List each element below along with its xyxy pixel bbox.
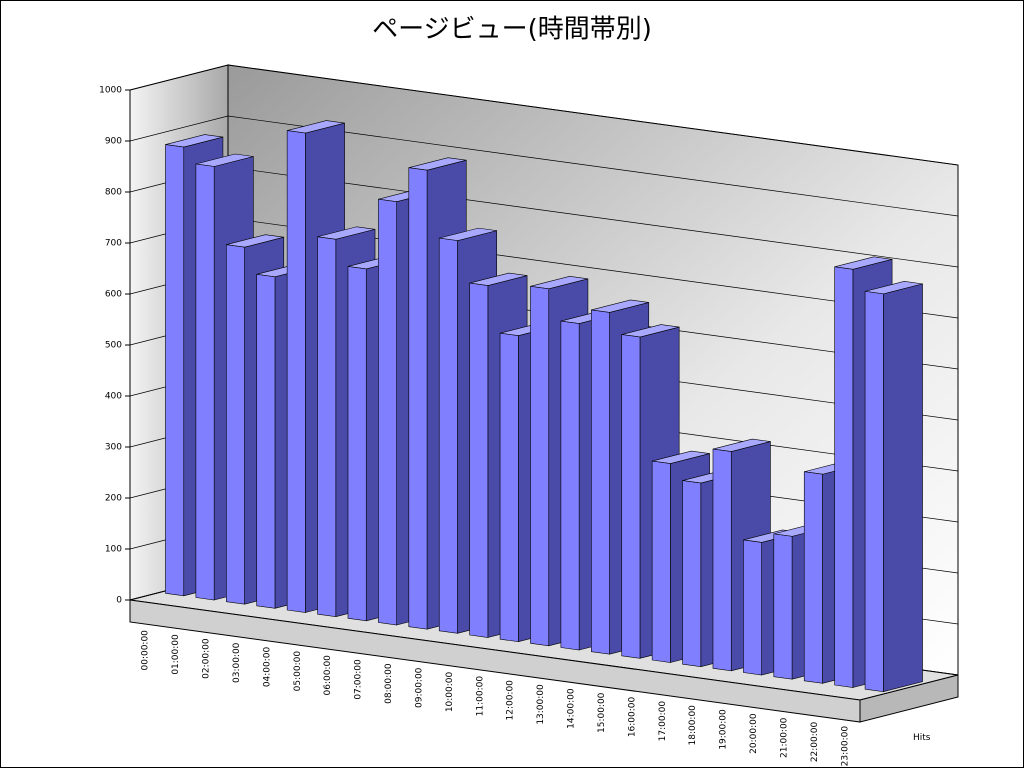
x-tick-label: 17:00:00 [658, 701, 668, 742]
x-tick-label: 02:00:00 [202, 638, 212, 679]
x-tick-label: 23:00:00 [840, 726, 850, 767]
bar [286, 130, 306, 613]
y-tick-label: 0 [116, 596, 122, 606]
x-tick-label: 13:00:00 [536, 684, 546, 725]
bar [712, 448, 732, 672]
y-tick-label: 500 [105, 341, 122, 351]
bar [195, 163, 215, 601]
y-tick-label: 100 [105, 545, 122, 555]
y-tick-label: 200 [105, 494, 122, 504]
bar [530, 285, 550, 647]
grid-line [129, 115, 959, 217]
x-tick-label: 06:00:00 [323, 655, 333, 696]
bar [682, 480, 702, 668]
bar [438, 237, 458, 634]
bar [803, 471, 823, 684]
x-tick-label: 07:00:00 [354, 659, 364, 700]
legend-label: Hits [913, 733, 931, 743]
x-tick-label: 08:00:00 [384, 663, 394, 704]
x-tick-label: 22:00:00 [810, 721, 820, 762]
y-tick-label: 300 [105, 443, 122, 453]
bar [378, 198, 397, 626]
x-tick-label: 19:00:00 [719, 709, 729, 750]
bar [651, 460, 671, 663]
x-tick-label: 20:00:00 [749, 713, 759, 754]
x-tick-label: 04:00:00 [262, 646, 272, 687]
x-tick-label: 14:00:00 [567, 688, 577, 729]
x-tick-label: 11:00:00 [475, 676, 485, 717]
bar [560, 320, 580, 651]
plot: 0 100 200 300 400 500 600 700 800 900 1000 Hits 00:0… [99, 64, 959, 767]
x-tick-label: 00:00:00 [141, 630, 151, 671]
x-tick-label: 03:00:00 [232, 642, 242, 683]
x-tick-label: 15:00:00 [597, 692, 607, 733]
y-tick-label: 700 [105, 239, 122, 249]
y-tick-label: 1000 [99, 86, 122, 96]
floor-side [859, 674, 959, 723]
x-tick-label: 18:00:00 [688, 705, 698, 746]
bar-side [883, 283, 923, 693]
y-tick-label: 400 [105, 392, 122, 402]
bar [408, 167, 428, 630]
bar [226, 244, 245, 605]
bar [743, 539, 762, 676]
bar [256, 273, 276, 609]
bar [591, 309, 610, 655]
grid-line [129, 64, 959, 166]
x-tick-label: 05:00:00 [293, 651, 303, 692]
bar [469, 282, 489, 638]
x-tick-label: 16:00:00 [627, 696, 637, 737]
x-tick-label: 10:00:00 [445, 671, 455, 712]
y-tick-label: 800 [105, 188, 122, 198]
bar [317, 236, 337, 618]
bar [347, 266, 367, 622]
y-tick-label: 600 [105, 290, 122, 300]
bar [834, 266, 854, 688]
bar [864, 291, 884, 693]
x-tick-label: 12:00:00 [506, 680, 516, 721]
x-tick-label: 09:00:00 [414, 667, 424, 708]
x-tick-label: 21:00:00 [779, 717, 789, 758]
bar [165, 144, 185, 597]
bar [773, 533, 793, 680]
chart-title: ページビュー(時間帯別) [372, 15, 652, 45]
bar [621, 334, 641, 659]
x-tick-label: 01:00:00 [171, 634, 181, 675]
y-tick-label: 900 [105, 137, 122, 147]
bar [499, 332, 519, 643]
